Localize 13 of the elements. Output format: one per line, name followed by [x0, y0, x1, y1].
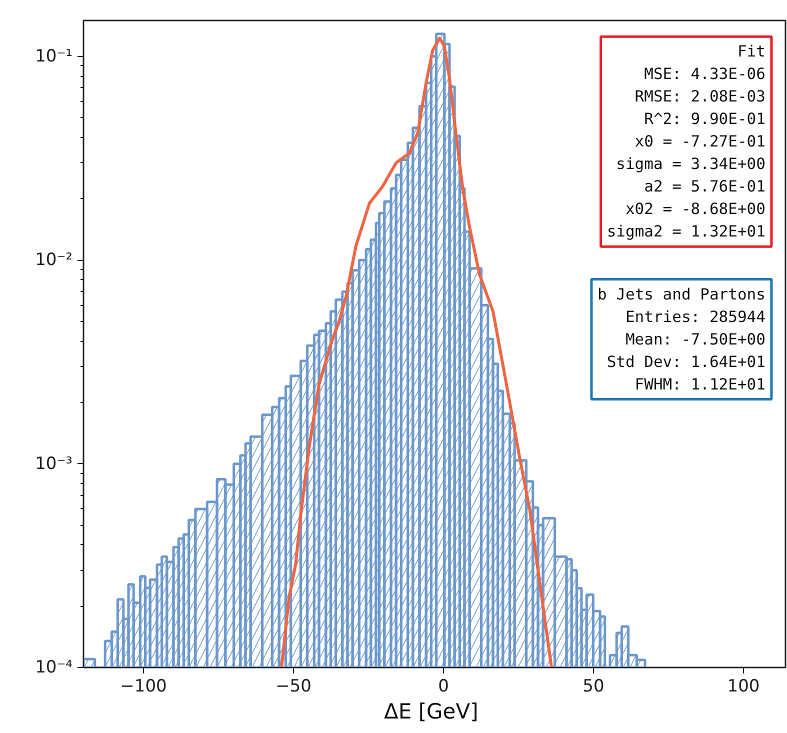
- y-tick-label: 10⁻⁴: [35, 658, 73, 678]
- x-tick-label: 0: [438, 676, 449, 696]
- x-tick-label: 50: [582, 676, 604, 696]
- y-tick-label: 10⁻¹: [35, 46, 72, 66]
- x-tick-label: 100: [727, 676, 760, 696]
- y-tick-label: 10⁻²: [35, 250, 72, 270]
- x-tick-label: −50: [276, 676, 312, 696]
- x-tick-label: −100: [120, 676, 167, 696]
- x-axis-title: ΔE [GeV]: [384, 700, 478, 724]
- line-series: [280, 36, 553, 668]
- y-tick-label: 10⁻³: [35, 454, 72, 474]
- text: Fit MSE: 4.33E-06 RMSE: 2.08E-03 R^2: 9.90E-01 x0 = -7.27E-01 sigma = 3.34E+00 a2 = 5.76E-01 x02 = -8.68E+00 sigma2 = 1.32E+01: [606, 42, 766, 241]
- annotation: b Jets and Partons Entries: 285944 Mean: -7.50E+00 Std Dev: 1.64E+01 FWHM: 1.12E+01: [597, 285, 766, 394]
